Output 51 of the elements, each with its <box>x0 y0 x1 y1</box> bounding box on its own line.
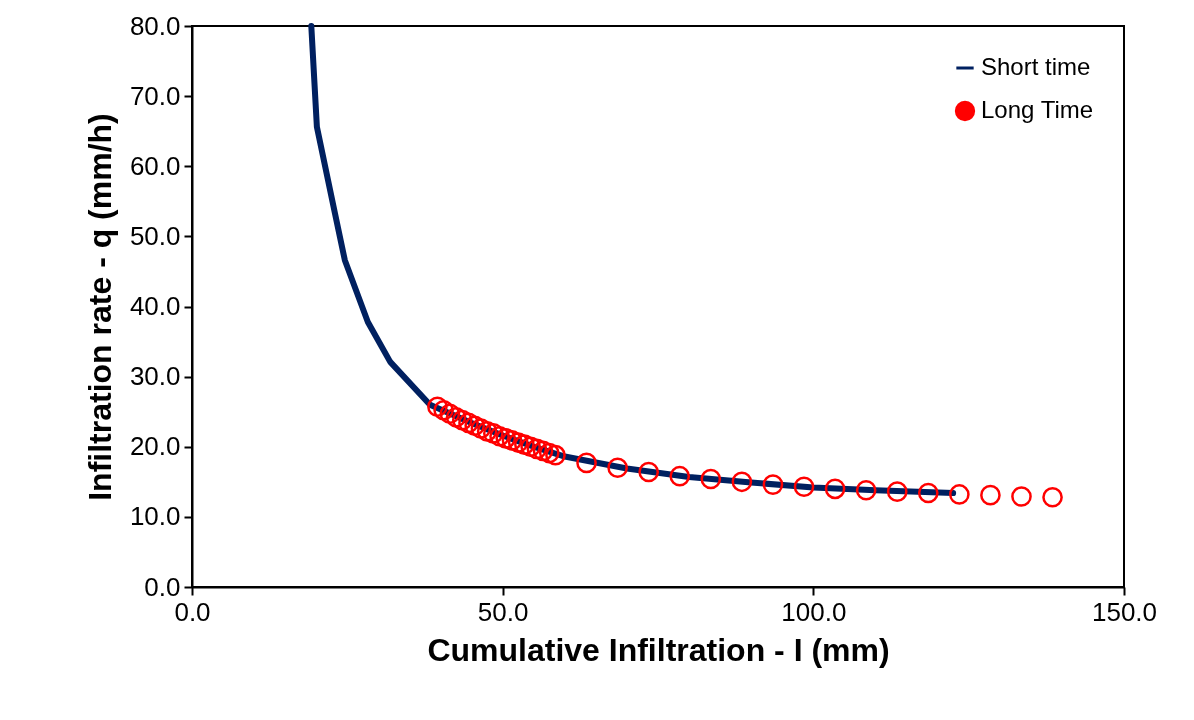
point <box>470 418 492 439</box>
y-axis-title: Infiltration rate - q (mm/h) <box>81 113 118 501</box>
x-tick-label: 100.0 <box>781 596 847 627</box>
y-tick-label: 70.0 <box>129 80 181 111</box>
y-tick-label: 50.0 <box>129 220 181 251</box>
point <box>445 406 467 428</box>
x-tick-label: 50.0 <box>477 596 529 627</box>
legend-label: Short time <box>981 53 1091 80</box>
y-tick-label: 20.0 <box>129 431 181 462</box>
point <box>514 434 535 455</box>
y-tick-label: 60.0 <box>129 150 181 181</box>
point <box>824 478 846 500</box>
point <box>520 436 541 458</box>
point <box>427 396 448 418</box>
point <box>1042 486 1063 508</box>
legend-label: Long Time <box>981 96 1094 123</box>
point <box>762 474 784 495</box>
point <box>731 471 753 493</box>
x-tick-label: 150.0 <box>1091 596 1158 627</box>
point <box>980 484 1001 506</box>
point <box>451 409 473 431</box>
point <box>458 412 479 434</box>
point <box>489 425 510 447</box>
point <box>1011 486 1032 507</box>
point <box>532 440 554 462</box>
point <box>526 438 548 460</box>
point <box>886 481 908 502</box>
point <box>607 457 628 479</box>
point <box>464 415 486 437</box>
y-tick-label: 30.0 <box>129 361 181 392</box>
point <box>545 444 566 466</box>
point <box>917 482 939 504</box>
point <box>501 430 523 451</box>
point <box>476 421 498 442</box>
y-tick-label: 10.0 <box>129 501 181 532</box>
point <box>949 484 970 505</box>
point <box>638 461 660 483</box>
point <box>433 399 454 421</box>
point <box>483 423 504 444</box>
point <box>669 465 691 487</box>
point <box>439 403 461 425</box>
y-tick-label: 80.0 <box>129 10 181 41</box>
x-axis-title: Cumulative Infiltration - I (mm) <box>427 631 890 668</box>
point <box>700 468 722 490</box>
point <box>507 432 529 453</box>
point <box>576 452 597 474</box>
point <box>855 479 877 501</box>
y-tick-label: 40.0 <box>129 291 181 321</box>
point <box>793 476 815 498</box>
point <box>495 428 517 449</box>
point <box>538 442 560 464</box>
